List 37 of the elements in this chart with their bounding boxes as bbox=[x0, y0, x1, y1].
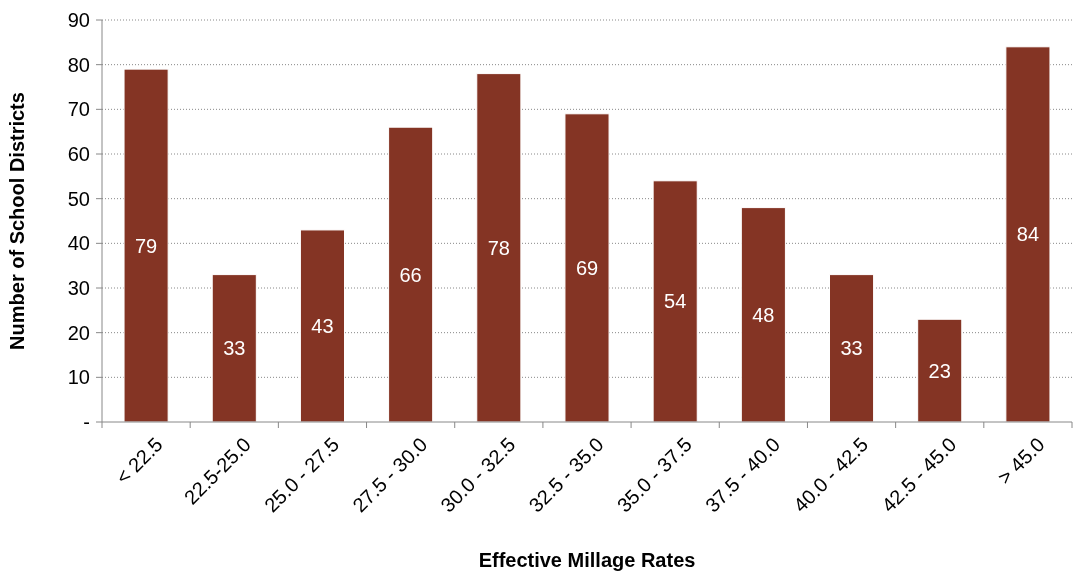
bar bbox=[1005, 46, 1051, 423]
x-tick-label: 40.0 - 42.5 bbox=[789, 433, 873, 517]
data-label: 43 bbox=[311, 314, 334, 337]
data-label: 69 bbox=[575, 256, 599, 279]
y-axis-title: Number of School Districts bbox=[6, 92, 28, 350]
y-tick-label: 60 bbox=[67, 143, 90, 165]
y-tick-label: 10 bbox=[67, 366, 90, 389]
bar bbox=[917, 318, 963, 423]
bar bbox=[740, 207, 786, 423]
y-tick-label: 50 bbox=[67, 187, 90, 210]
bar bbox=[829, 274, 875, 423]
bar bbox=[476, 73, 522, 423]
data-label: 23 bbox=[928, 359, 951, 382]
y-tick-label: 20 bbox=[67, 321, 90, 344]
data-label: 54 bbox=[664, 290, 687, 313]
y-tick-label: 40 bbox=[67, 232, 90, 255]
bar bbox=[652, 180, 698, 423]
y-tick-label: 30 bbox=[67, 277, 90, 299]
x-tick-label: > 45.0 bbox=[993, 433, 1049, 489]
y-tick-label: 80 bbox=[67, 53, 90, 76]
y-tick-label: 70 bbox=[67, 98, 90, 121]
x-tick-label: 42.5 - 45.0 bbox=[877, 433, 961, 517]
bar bbox=[299, 229, 345, 423]
data-label: 84 bbox=[1016, 223, 1040, 246]
bar bbox=[564, 113, 610, 423]
data-label: 48 bbox=[752, 303, 775, 326]
y-tick-label: 90 bbox=[67, 9, 90, 31]
x-axis-title: Effective Millage Rates bbox=[478, 549, 696, 571]
data-label: 33 bbox=[223, 337, 246, 360]
data-label: 33 bbox=[840, 337, 863, 360]
bar bbox=[123, 68, 169, 423]
data-label: 78 bbox=[487, 236, 510, 259]
data-label: 66 bbox=[399, 263, 422, 286]
y-tick-label: - bbox=[83, 411, 90, 433]
bar bbox=[211, 274, 257, 423]
bar bbox=[388, 126, 434, 423]
data-label: 79 bbox=[134, 234, 158, 257]
